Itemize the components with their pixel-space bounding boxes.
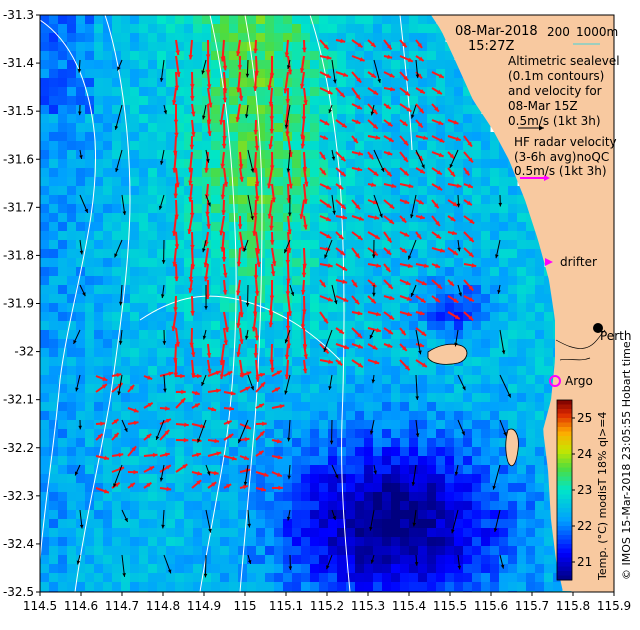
colorbar-ticks: 21 22 23 24 25 bbox=[572, 411, 592, 569]
legend-date: 08-Mar-2018 bbox=[455, 24, 538, 39]
alt-line2: (0.1m contours) bbox=[508, 69, 604, 83]
legend-time: 15:27Z bbox=[468, 39, 514, 54]
alt-line5: 0.5m/s (1kt 3h) bbox=[508, 114, 601, 128]
y-tick-label: -32 bbox=[14, 345, 34, 359]
credit-text: © IMOS 15-Mar-2018 23:05:55 Hobart time bbox=[620, 341, 633, 580]
x-tick-label: 115.7 bbox=[515, 599, 549, 613]
hf-radar-velocity-arrows bbox=[95, 38, 477, 494]
plot-area bbox=[40, 15, 614, 592]
drifter-marker-icon bbox=[545, 258, 553, 266]
colorbar-tick-label: 22 bbox=[577, 519, 592, 533]
colorbar: 21 22 23 24 25 Temp. (°C) modisT 18% ql>=4 bbox=[556, 399, 609, 581]
colorbar-tick-label: 24 bbox=[577, 447, 592, 461]
drifter-label: drifter bbox=[560, 255, 597, 269]
y-tick-label: -31.5 bbox=[3, 104, 34, 118]
sealevel-contours bbox=[40, 15, 413, 592]
x-tick-label: 114.6 bbox=[64, 599, 98, 613]
x-tick-label: 115.6 bbox=[474, 599, 508, 613]
x-tick-label: 115.5 bbox=[433, 599, 467, 613]
y-tick-label: -31.3 bbox=[3, 8, 34, 22]
alt-line4: 08-Mar 15Z bbox=[508, 99, 578, 113]
alt-line3: and velocity for bbox=[508, 84, 602, 98]
x-tick-label: 115.8 bbox=[556, 599, 590, 613]
x-tick-label: 114.9 bbox=[187, 599, 221, 613]
x-axis: 114.5 114.6 114.7 114.8 114.9 115 115.1 115.2 11… bbox=[23, 592, 631, 613]
scale-label-1000: 1000m bbox=[576, 25, 618, 39]
alt-scale-arrowhead bbox=[539, 125, 544, 131]
y-tick-label: -32.4 bbox=[3, 537, 34, 551]
x-tick-label: 115.2 bbox=[310, 599, 344, 613]
x-tick-label: 115 bbox=[234, 599, 257, 613]
hf-line2: (3-6h avg)noQC bbox=[514, 150, 609, 164]
hf-line3: 0.5m/s (1kt 3h) bbox=[514, 164, 607, 178]
perth-label: Perth bbox=[600, 329, 631, 343]
x-tick-label: 115.3 bbox=[351, 599, 385, 613]
y-tick-label: -31.7 bbox=[3, 200, 34, 214]
x-tick-label: 115.9 bbox=[597, 599, 631, 613]
x-tick-label: 114.7 bbox=[105, 599, 139, 613]
scale-label-200: 200 bbox=[547, 25, 570, 39]
y-tick-label: -32.2 bbox=[3, 441, 34, 455]
perth-marker-icon bbox=[593, 323, 603, 333]
y-tick-label: -32.1 bbox=[3, 393, 34, 407]
x-tick-label: 115.4 bbox=[392, 599, 426, 613]
y-axis: -31.3 -31.4 -31.5 -31.6 -31.7 -31.8 -31.9 -32 -3… bbox=[3, 8, 40, 599]
y-tick-label: -31.4 bbox=[3, 56, 34, 70]
hf-scale-arrowhead bbox=[544, 175, 550, 181]
colorbar-tick-label: 23 bbox=[577, 483, 592, 497]
x-tick-label: 114.8 bbox=[146, 599, 180, 613]
colorbar-tick-label: 25 bbox=[577, 411, 592, 425]
y-tick-label: -32.3 bbox=[3, 489, 34, 503]
colorbar-tick-label: 21 bbox=[577, 555, 592, 569]
y-tick-label: -31.9 bbox=[3, 297, 34, 311]
hf-line1: HF radar velocity bbox=[514, 135, 617, 149]
altimetric-velocity-arrows bbox=[73, 59, 512, 578]
legend: 08-Mar-2018 15:27Z 200 1000m Altimetric … bbox=[455, 24, 631, 388]
argo-marker-icon bbox=[549, 375, 561, 387]
x-tick-label: 114.5 bbox=[23, 599, 57, 613]
colorbar-swatches bbox=[557, 400, 572, 581]
alt-line1: Altimetric sealevel bbox=[508, 54, 620, 68]
y-tick-label: -31.6 bbox=[3, 152, 34, 166]
y-tick-label: -31.8 bbox=[3, 248, 34, 262]
argo-label: Argo bbox=[565, 374, 593, 388]
x-tick-label: 115.1 bbox=[269, 599, 303, 613]
colorbar-label: Temp. (°C) modisT 18% ql>=4 bbox=[596, 412, 609, 581]
y-tick-label: -32.5 bbox=[3, 585, 34, 599]
